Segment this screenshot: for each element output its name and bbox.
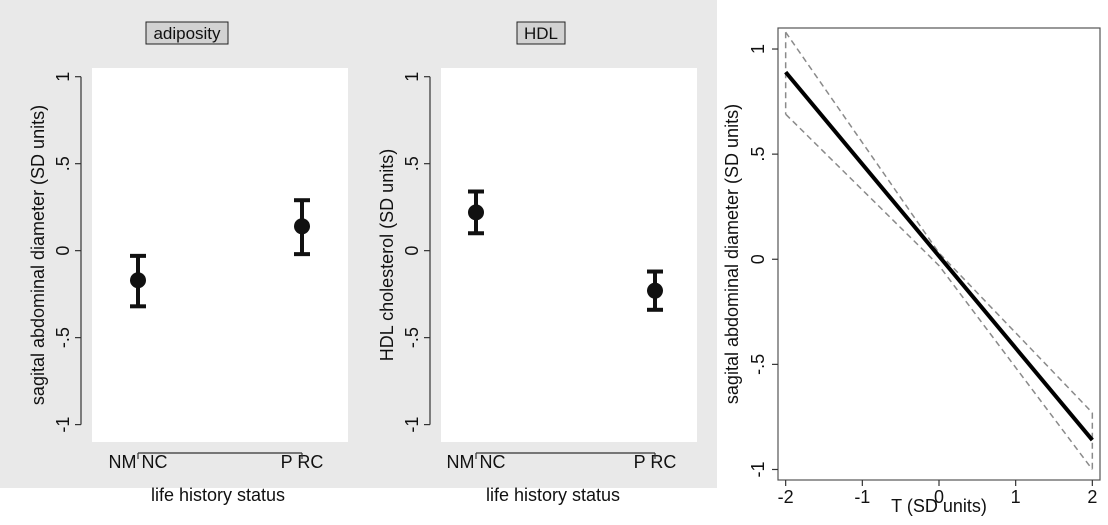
- t-x-tick-label: 2: [1087, 487, 1097, 507]
- adiposity-y-tick-label: 1: [53, 72, 73, 82]
- t-x-axis-title: T (SD units): [891, 496, 987, 516]
- hdl-subtitle: HDL: [524, 24, 558, 43]
- adiposity-point-p-rc: [294, 218, 310, 235]
- t-x-tick-label: 0: [934, 487, 944, 507]
- t-x-tick-label: -1: [854, 487, 870, 507]
- t-line-panel: T (SD units) sagital abdominal diameter …: [722, 27, 1101, 516]
- hdl-y-tick-label: 1: [402, 72, 422, 82]
- adiposity-panel: adiposity life history status sagital ab…: [0, 0, 365, 505]
- t-y-tick-label: .5: [748, 147, 768, 162]
- adiposity-y-axis-title: sagital abdominal diameter (SD units): [28, 105, 48, 405]
- t-fit-line: [784, 70, 1094, 442]
- t-y-tick-label: -1: [748, 461, 768, 477]
- hdl-strip: [516, 21, 566, 45]
- hdl-plot-area: [441, 68, 697, 442]
- adiposity-x-tick-label-nm-nc: NM NC: [109, 452, 168, 472]
- hdl-marks: -1 -.5 0 .5 1: [402, 72, 663, 459]
- hdl-y-tick-label: .5: [402, 156, 422, 171]
- hdl-x-tick-label-p-rc: P RC: [634, 452, 677, 472]
- adiposity-y-tick-label: -.5: [53, 327, 73, 348]
- hdl-x-axis-title: life history status: [486, 485, 620, 505]
- hdl-x-tick-label-nm-nc: NM NC: [447, 452, 506, 472]
- t-y-tick-label: -.5: [748, 354, 768, 375]
- hdl-point-nm-nc: [468, 204, 484, 221]
- adiposity-marks: -1 -.5 0 .5 1: [53, 72, 310, 459]
- t-x-tick-label: 1: [1011, 487, 1021, 507]
- adiposity-strip: [145, 21, 229, 45]
- hdl-point-p-rc: [647, 282, 663, 299]
- hdl-y-tick-label: -1: [402, 417, 422, 433]
- t-y-tick-label: 1: [748, 44, 768, 54]
- t-x-tick-label: -2: [778, 487, 794, 507]
- t-y-tick-label: 0: [748, 254, 768, 264]
- adiposity-point-nm-nc: [130, 272, 146, 289]
- t-y-axis-title: sagital abdominal diameter (SD units): [722, 104, 742, 404]
- adiposity-x-tick-label-p-rc: P RC: [281, 452, 324, 472]
- t-line-marks: -1 -.5 0 .5 1 -2 -1 0 1 2: [748, 27, 1101, 507]
- t-ci-upper-line: [785, 31, 1093, 414]
- adiposity-y-tick-label: -1: [53, 417, 73, 433]
- hdl-panel: HDL life history status HDL cholesterol …: [365, 0, 717, 505]
- adiposity-subtitle: adiposity: [153, 24, 221, 43]
- hdl-y-tick-label: 0: [402, 246, 422, 256]
- t-ci-lower-line: [785, 113, 1093, 470]
- hdl-y-axis-title: HDL cholesterol (SD units): [377, 149, 397, 361]
- adiposity-y-tick-label: 0: [53, 246, 73, 256]
- adiposity-y-tick-label: .5: [53, 156, 73, 171]
- hdl-y-tick-label: -.5: [402, 327, 422, 348]
- adiposity-x-axis-title: life history status: [151, 485, 285, 505]
